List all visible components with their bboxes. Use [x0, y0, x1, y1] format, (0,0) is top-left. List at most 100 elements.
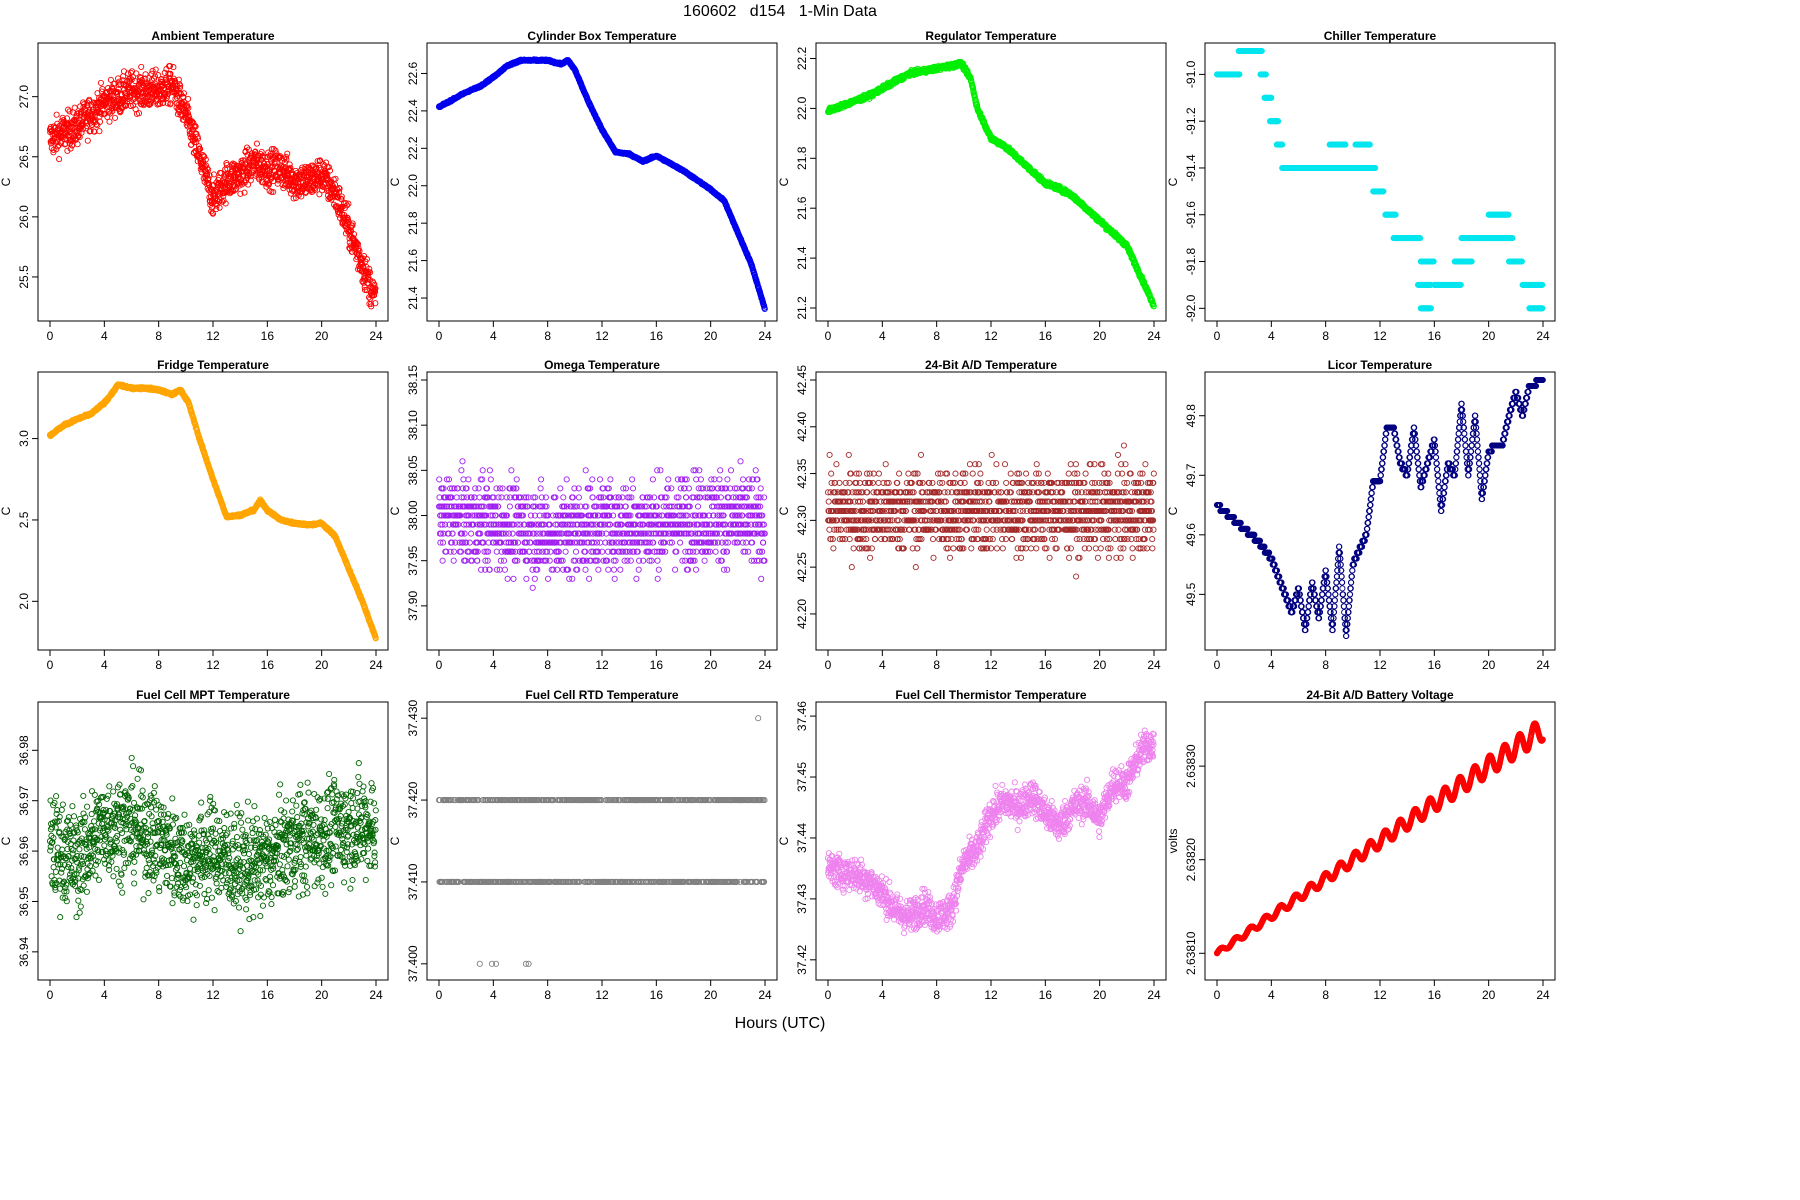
data-point [286, 165, 293, 172]
data-point [65, 106, 72, 113]
y-tick-label: -92.0 [1184, 294, 1198, 322]
data-point [87, 127, 94, 135]
data-point [286, 161, 293, 168]
y-axis-label: C [388, 177, 402, 186]
data-point [209, 210, 217, 217]
x-tick-label: 16 [650, 329, 664, 343]
data-point [191, 139, 198, 146]
data-point [249, 169, 256, 176]
data-point [185, 95, 192, 102]
data-point [147, 100, 154, 107]
data-point [232, 186, 239, 193]
y-tick-label: 21.2 [795, 296, 809, 320]
data-point [226, 178, 233, 185]
data-point [160, 99, 167, 106]
data-point [221, 188, 228, 195]
data-point [86, 107, 93, 114]
data-point [205, 166, 212, 173]
x-tick-label: 4 [879, 329, 886, 343]
data-point [210, 171, 217, 178]
data-point [149, 67, 156, 74]
data-point [247, 177, 254, 184]
x-tick-label: 4 [101, 329, 108, 343]
data-point [167, 70, 174, 77]
x-tick-label: 4 [490, 329, 497, 343]
data-point [192, 123, 199, 130]
panel-title: Cylinder Box Temperature [527, 29, 676, 43]
y-tick-label: -91.8 [1184, 248, 1198, 276]
data-point [241, 189, 248, 196]
data-point [71, 104, 78, 111]
x-tick-label: 12 [984, 329, 998, 343]
data-point [246, 170, 253, 177]
data-point [132, 78, 139, 85]
data-point [54, 138, 61, 145]
y-tick-label: 21.8 [795, 146, 809, 170]
data-point [135, 110, 143, 117]
data-point [67, 145, 74, 152]
data-point [122, 91, 129, 98]
data-point [155, 72, 162, 79]
y-tick-label: 26.0 [17, 205, 31, 229]
data-point [50, 146, 57, 153]
data-point [202, 156, 209, 163]
data-point [270, 146, 277, 153]
data-point [219, 198, 226, 205]
data-point [152, 66, 159, 73]
data-point [117, 108, 124, 115]
x-tick-label: 8 [1322, 329, 1329, 343]
data-point [98, 110, 105, 117]
data-point [199, 152, 206, 159]
x-tick-label: 12 [595, 329, 609, 343]
y-tick-label: 22.4 [406, 99, 420, 123]
data-point [136, 87, 143, 95]
y-tick-label: 22.2 [406, 136, 420, 160]
y-tick-label: -91.4 [1184, 154, 1198, 182]
data-point [48, 145, 55, 152]
data-point [53, 111, 60, 118]
x-tick-label: 0 [436, 329, 443, 343]
y-axis-label: C [777, 177, 791, 186]
data-point [99, 85, 106, 93]
y-tick-label: 22.2 [795, 46, 809, 70]
plot-frame [815, 42, 1167, 322]
x-tick-label: 24 [758, 329, 772, 343]
data-point [228, 161, 236, 168]
x-tick-label: 8 [544, 329, 551, 343]
data-point [268, 145, 275, 153]
x-tick-label: 16 [1039, 329, 1053, 343]
x-tick-label: 12 [1373, 329, 1387, 343]
x-tick-label: 16 [1428, 329, 1442, 343]
data-point [258, 148, 265, 155]
data-point [151, 73, 159, 80]
data-point [245, 181, 252, 188]
panel-title: Regulator Temperature [925, 29, 1056, 43]
data-point [245, 146, 252, 153]
y-axis-label: C [1166, 177, 1180, 186]
data-point [195, 135, 202, 142]
data-point [222, 200, 229, 207]
data-point [290, 195, 297, 202]
data-point [161, 93, 168, 100]
x-tick-label: 24 [369, 329, 383, 343]
data-point [84, 137, 91, 144]
panel-title: Chiller Temperature [1324, 29, 1437, 43]
x-tick-label: 20 [1482, 329, 1496, 343]
data-point [284, 150, 291, 157]
data-point [118, 91, 125, 98]
data-point [55, 142, 62, 149]
data-point [146, 101, 153, 108]
data-point [242, 157, 249, 164]
data-point [197, 145, 204, 153]
data-point [213, 206, 220, 213]
y-tick-label: 22.0 [795, 96, 809, 120]
data-point [175, 76, 182, 83]
data-point [191, 122, 198, 129]
data-point [106, 118, 113, 125]
data-point [56, 156, 63, 163]
data-point [171, 77, 179, 84]
